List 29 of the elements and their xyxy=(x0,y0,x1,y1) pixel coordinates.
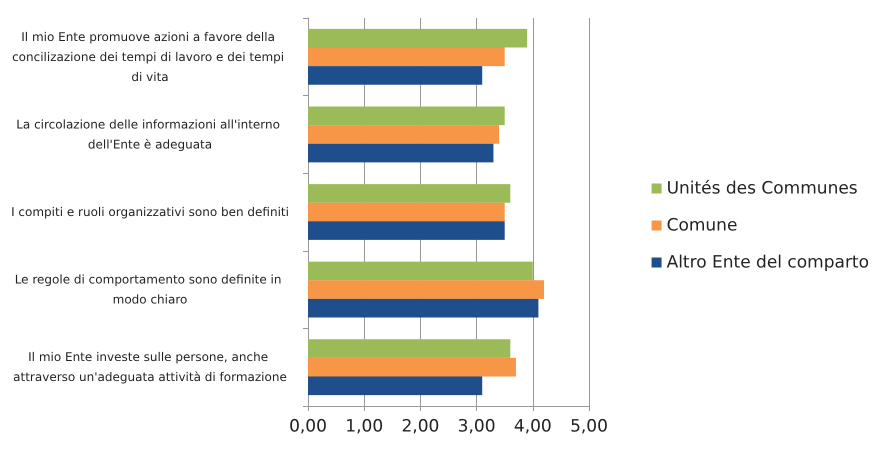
legend-label: Altro Ente del comparto xyxy=(666,252,870,272)
bar xyxy=(308,28,528,48)
legend-label: Unités des Communes xyxy=(666,178,858,198)
bar xyxy=(308,262,533,280)
x-tick-label: 3,00 xyxy=(458,416,496,436)
bar xyxy=(308,358,516,377)
bar xyxy=(308,376,482,396)
bar xyxy=(308,125,500,144)
y-tick-label: Il mio Ente promuove azioni a favore della concilizazione dei tempi di lavoro e dei tempi di vita xyxy=(12,30,288,84)
bar xyxy=(308,339,510,358)
bar xyxy=(308,298,538,318)
legend-label: Comune xyxy=(666,216,738,236)
x-tick-label: 0,00 xyxy=(289,416,327,436)
bar xyxy=(308,144,494,162)
y-tick-label: Il mio Ente investe sulle persone, anche attraverso un'adeguata attività di formazione xyxy=(13,350,287,384)
y-tick-label: La circolazione delle informazioni all'interno dell'Ente è adeguata xyxy=(16,117,284,152)
bar xyxy=(308,184,510,203)
bar xyxy=(308,221,505,240)
x-tick-label: 5,00 xyxy=(570,416,608,436)
bar xyxy=(308,280,544,299)
bar xyxy=(308,47,505,66)
bar xyxy=(308,66,482,85)
y-tick-label: I compiti e ruoli organizzativi sono ben definiti xyxy=(11,205,289,219)
x-tick-label: 4,00 xyxy=(514,416,552,436)
y-tick-label: Le regole di comportamento sono definite in modo chiaro xyxy=(14,272,286,307)
bar xyxy=(308,202,505,222)
x-tick-label: 2,00 xyxy=(401,416,440,436)
x-tick-label: 1,00 xyxy=(345,416,384,436)
bar xyxy=(308,106,505,126)
